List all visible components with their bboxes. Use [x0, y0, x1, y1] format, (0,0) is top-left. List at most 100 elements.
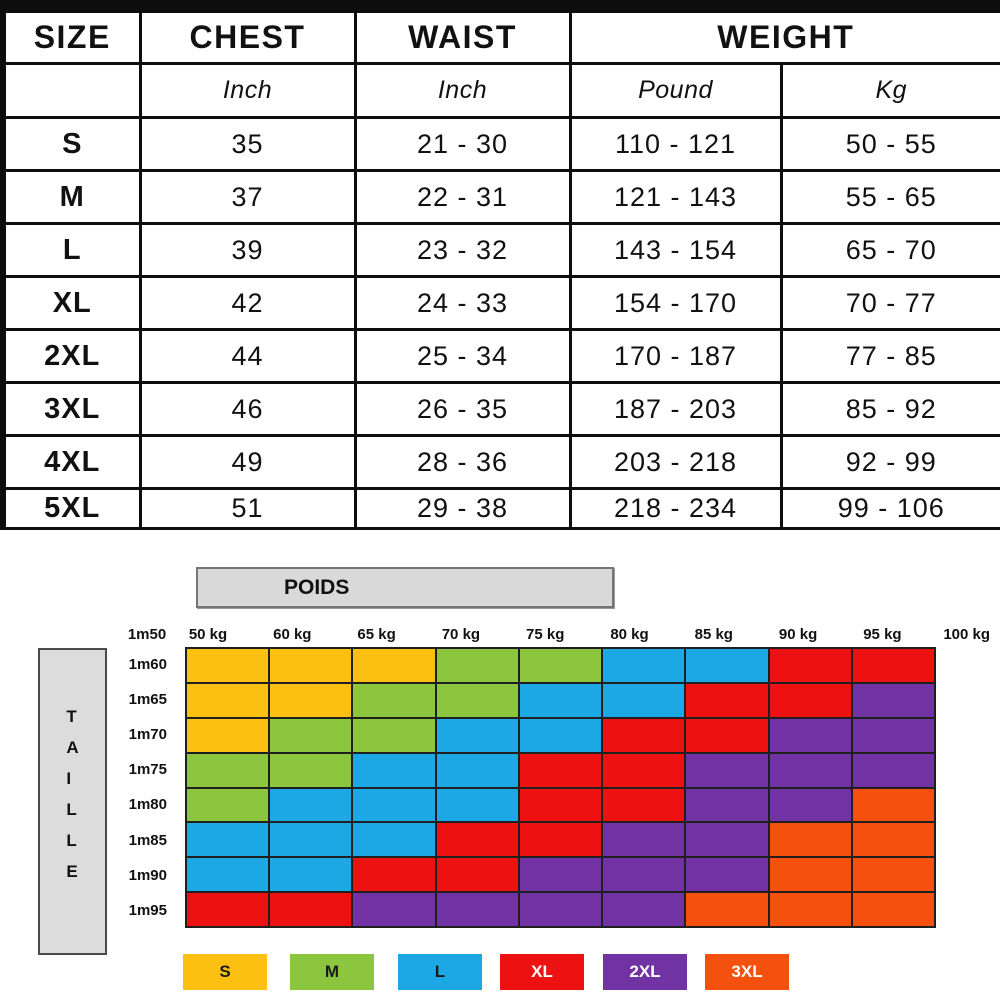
size-cell: M [1, 169, 142, 225]
value-cell: 37 [138, 169, 357, 225]
height-axis-title-letter: L [66, 799, 77, 819]
heatmap-cell-3XL [769, 823, 851, 857]
value-cell: 70 - 77 [779, 275, 1000, 331]
size-cell: S [1, 116, 142, 172]
value-cell: 44 [138, 328, 357, 384]
heatmap-cell-3XL [686, 893, 768, 926]
value-cell: 29 - 38 [353, 487, 572, 530]
size-table-row: 2XL 44 25 - 34 170 - 187 77 - 85 [1, 328, 1000, 384]
heatmap-cell-S [353, 649, 435, 682]
size-table-row: S 35 21 - 30 110 - 121 50 - 55 [1, 116, 1000, 172]
height-tick-label: 1m85 [128, 831, 167, 849]
heatmap-cell-S [270, 649, 352, 682]
heatmap-cell-L [187, 823, 269, 857]
heatmap-cell-XL [270, 893, 352, 926]
weight-tick-label: 85 kg [694, 626, 733, 643]
height-axis-title-letter: I [66, 768, 72, 788]
height-tick-label: 1m70 [128, 726, 167, 744]
value-cell: 121 - 143 [568, 169, 783, 225]
weight-tick-label: 100 kg [943, 626, 991, 643]
value-cell: 42 [138, 275, 357, 331]
weight-tick-label: 65 kg [357, 626, 396, 643]
weight-tick-label: 75 kg [526, 626, 565, 643]
heatmap-cell-2XL [686, 753, 768, 787]
heatmap-cell-3XL [852, 858, 934, 892]
weight-tick-label: 70 kg [441, 626, 481, 643]
heatmap-cell-L [353, 823, 435, 857]
weight-tick-label: 95 kg [863, 626, 902, 643]
size-table-body: S 35 21 - 30 110 - 121 50 - 55 M 37 22 - 31 121 … [1, 116, 1000, 530]
heatmap-cell-L [353, 753, 435, 787]
heatmap-cell-L [270, 823, 352, 857]
heatmap-cell-3XL [769, 893, 851, 926]
weight-tick-label: 90 kg [778, 626, 818, 643]
heatmap-cell-2XL [769, 753, 851, 787]
heatmap-cell-3XL [769, 858, 851, 892]
value-cell: 187 - 203 [568, 381, 783, 437]
heatmap-cell-2XL [436, 893, 518, 926]
size-cell: 3XL [1, 381, 142, 437]
heatmap-cell-2XL [519, 858, 602, 892]
height-tick-label: 1m95 [128, 901, 167, 919]
heatmap-cell-3XL [852, 893, 934, 926]
heatmap-cell-L [436, 718, 518, 752]
size-table-row: M 37 22 - 31 121 - 143 55 - 65 [1, 169, 1000, 225]
heatmap-cell-XL [686, 683, 768, 717]
weight-tick-label: 60 kg [273, 626, 312, 643]
unit-pound: Pound [568, 62, 783, 119]
value-cell: 25 - 34 [353, 328, 572, 384]
heatmap-cell-XL [436, 858, 518, 892]
value-cell: 50 - 55 [779, 116, 1000, 172]
heatmap-cell-2XL [852, 753, 934, 787]
legend-item-L: L [398, 954, 482, 990]
heatmap-cell-M [353, 718, 435, 752]
col-header-size: SIZE [1, 5, 142, 65]
heatmap-cell-XL [519, 788, 602, 822]
heatmap-cell-XL [519, 823, 602, 857]
weight-axis-title-box: POIDS [196, 567, 614, 608]
legend-item-M: M [290, 954, 374, 990]
height-tick-label: 1m90 [128, 866, 167, 884]
value-cell: 218 - 234 [568, 487, 783, 530]
heatmap-cell-XL [769, 649, 851, 682]
value-cell: 49 [138, 434, 357, 490]
heatmap-cell-XL [436, 823, 518, 857]
heatmap-cell-L [436, 753, 518, 787]
heatmap-cell-3XL [852, 823, 934, 857]
heatmap-cell-2XL [519, 893, 602, 926]
size-table-units-row: Inch Inch Pound Kg [1, 62, 1000, 119]
heatmap-cell-L [270, 858, 352, 892]
value-cell: 26 - 35 [353, 381, 572, 437]
heatmap-cell-L [187, 858, 269, 892]
value-cell: 21 - 30 [353, 116, 572, 172]
heatmap-cell-XL [686, 718, 768, 752]
heatmap-cell-M [270, 753, 352, 787]
heatmap-cell-2XL [852, 718, 934, 752]
size-cell: L [1, 222, 142, 278]
heatmap-cell-L [353, 788, 435, 822]
heatmap-cell-XL [852, 649, 934, 682]
value-cell: 170 - 187 [568, 328, 783, 384]
height-axis-title-letter: L [66, 830, 77, 850]
height-tick-label: 1m80 [128, 796, 167, 814]
height-tick-label: 1m65 [128, 691, 167, 709]
height-axis-title-letter: A [66, 737, 79, 757]
heatmap-cell-S [270, 683, 352, 717]
height-tick-label-top: 1m50 [127, 626, 167, 643]
value-cell: 55 - 65 [779, 169, 1000, 225]
col-header-weight: WEIGHT [568, 5, 1000, 65]
unit-blank [1, 62, 142, 119]
heatmap-cell-XL [769, 683, 851, 717]
value-cell: 92 - 99 [779, 434, 1000, 490]
heatmap-cell-L [519, 718, 602, 752]
heatmap-cell-M [519, 649, 602, 682]
heatmap-cell-L [270, 788, 352, 822]
value-cell: 203 - 218 [568, 434, 783, 490]
size-table-row: L 39 23 - 32 143 - 154 65 - 70 [1, 222, 1000, 278]
unit-kg: Kg [779, 62, 1000, 119]
size-table-row: 3XL 46 26 - 35 187 - 203 85 - 92 [1, 381, 1000, 437]
unit-chest: Inch [138, 62, 357, 119]
heatmap-cell-XL [519, 753, 602, 787]
weight-tick-label: 50 kg [188, 626, 228, 643]
